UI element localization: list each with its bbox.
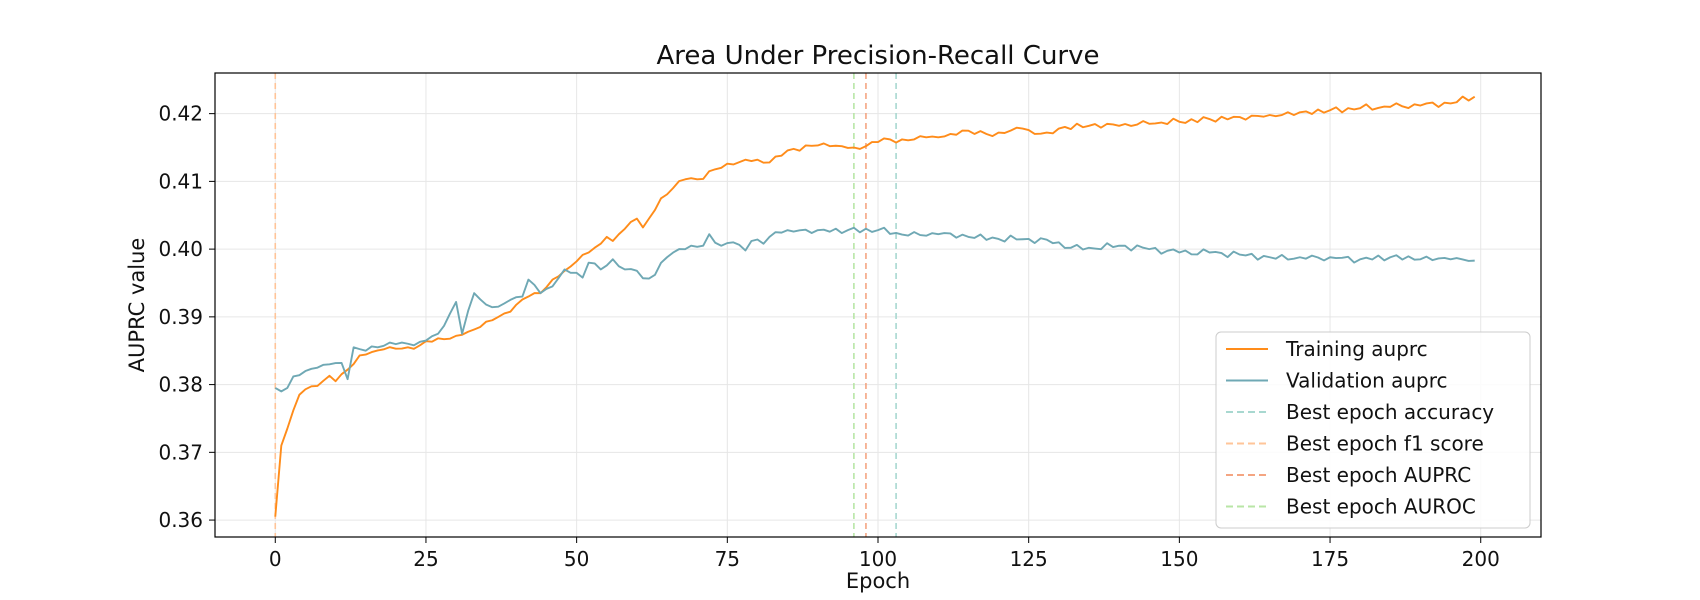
y-tick-label: 0.36 xyxy=(158,508,203,532)
legend-label: Best epoch AUPRC xyxy=(1286,463,1471,487)
x-tick-label: 100 xyxy=(859,547,897,571)
x-tick-label: 25 xyxy=(413,547,438,571)
x-tick-label: 200 xyxy=(1462,547,1500,571)
y-tick-label: 0.40 xyxy=(158,237,203,261)
vertical-markers xyxy=(274,73,897,537)
chart-title: Area Under Precision-Recall Curve xyxy=(657,41,1100,71)
legend-label: Validation auprc xyxy=(1286,369,1448,393)
series-line-training-auprc xyxy=(274,95,1476,517)
y-axis-ticks: 0.36 0.37 0.38 0.39 0.40 0.41 0.42 xyxy=(158,102,215,532)
x-axis-ticks: 0 25 50 75 100 125 150 175 200 xyxy=(269,537,1500,571)
x-tick-label: 0 xyxy=(269,547,282,571)
x-tick-label: 50 xyxy=(564,547,589,571)
x-tick-label: 175 xyxy=(1311,547,1349,571)
x-tick-label: 125 xyxy=(1010,547,1048,571)
y-axis-label: AUPRC value xyxy=(125,238,149,373)
legend-box xyxy=(1215,331,1531,529)
legend-label: Best epoch f1 score xyxy=(1286,432,1484,456)
legend-label: Best epoch accuracy xyxy=(1286,400,1494,424)
legend: Training auprc Validation auprc Best epoch… xyxy=(1215,331,1531,529)
x-tick-label: 150 xyxy=(1160,547,1198,571)
y-tick-label: 0.42 xyxy=(158,102,203,126)
x-axis-label: Epoch xyxy=(846,569,910,593)
y-tick-label: 0.41 xyxy=(158,169,203,193)
legend-label: Training auprc xyxy=(1285,337,1428,361)
x-tick-label: 75 xyxy=(715,547,740,571)
series-line-validation-auprc xyxy=(274,226,1475,393)
y-tick-label: 0.37 xyxy=(158,440,203,464)
y-tick-label: 0.39 xyxy=(158,305,203,329)
y-tick-label: 0.38 xyxy=(158,373,203,397)
series-lines xyxy=(274,95,1476,517)
legend-label: Best epoch AUROC xyxy=(1286,495,1476,519)
